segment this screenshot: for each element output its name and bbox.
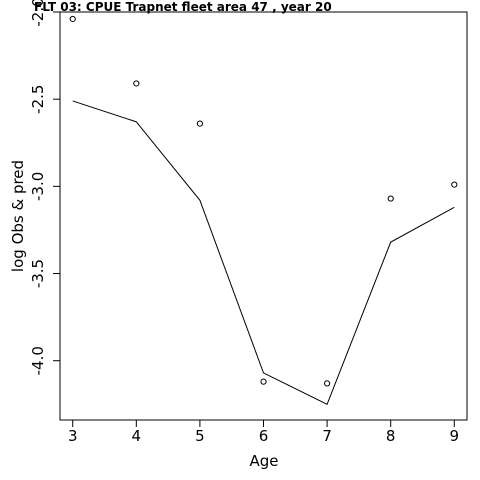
x-tick-label: 4 [132, 427, 142, 445]
y-tick-label: -4.0 [29, 346, 47, 375]
observed-point [451, 181, 458, 188]
x-tick-label: 9 [450, 427, 460, 445]
predicted-line [72, 100, 455, 405]
x-tick-label: 7 [322, 427, 332, 445]
x-tick-label: 5 [195, 427, 205, 445]
plot-frame [59, 11, 468, 421]
y-tick-label: -2.0 [29, 0, 47, 27]
x-tick-label: 8 [386, 427, 396, 445]
y-tick-label: -2.5 [29, 85, 47, 114]
observed-point [387, 195, 394, 202]
observed-point [69, 15, 76, 23]
x-axis-label: Age [249, 452, 278, 470]
x-tick-label: 3 [68, 427, 78, 445]
y-tick-label: -3.0 [29, 172, 47, 201]
observed-point [323, 380, 331, 387]
x-tick-label: 6 [259, 427, 269, 445]
observed-point [260, 378, 267, 385]
chart-title: FLT 03: CPUE Trapnet fleet area 47 , yea… [34, 0, 332, 14]
observed-point [133, 80, 140, 87]
y-tick-label: -3.5 [29, 259, 47, 288]
y-axis-label: log Obs & pred [9, 160, 27, 272]
observed-point [196, 120, 204, 127]
